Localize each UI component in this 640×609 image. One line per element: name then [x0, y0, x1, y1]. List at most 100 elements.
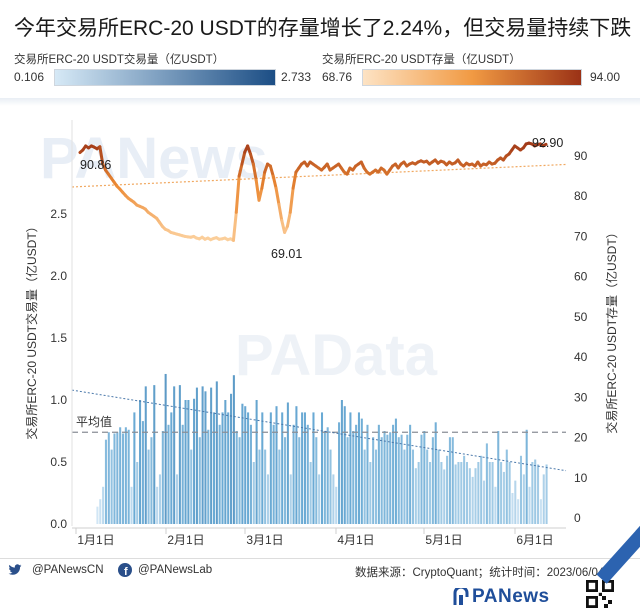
volume-bar [542, 474, 545, 524]
watermark-panews: PANews [40, 126, 268, 191]
volume-bar [360, 418, 363, 524]
volume-bar [116, 432, 119, 524]
volume-bar [258, 449, 261, 524]
volume-bar [545, 464, 548, 524]
volume-bar [221, 412, 224, 524]
volume-bar [522, 474, 525, 524]
volume-bar [289, 474, 292, 524]
footer-divider [0, 558, 640, 559]
volume-bar [184, 400, 187, 524]
volume-legend-min: 0.106 [14, 70, 45, 84]
reserve-line-segment [277, 202, 284, 222]
volume-bar [494, 486, 497, 524]
volume-bar [500, 462, 503, 524]
volume-bar [528, 486, 531, 524]
x-tick-label: 2月1日 [167, 533, 204, 547]
volume-bar [380, 437, 383, 524]
volume-bar [281, 412, 284, 524]
volume-bar [443, 469, 446, 524]
volume-bar [141, 421, 144, 524]
volume-bar [349, 412, 352, 524]
volume-bar [403, 449, 406, 524]
volume-bar [392, 424, 395, 524]
twitter-handle[interactable]: @PANewsCN [32, 564, 104, 576]
volume-bar [232, 375, 235, 524]
volume-bar [471, 476, 474, 524]
chart-title: 今年交易所ERC-20 USDT的存量增长了2.24%，但交易量持续下跌 [14, 17, 632, 40]
volume-bar [511, 493, 514, 524]
volume-color-legend [54, 69, 276, 86]
volume-bar [130, 486, 133, 524]
volume-bar [374, 449, 378, 524]
y2-tick-label: 0 [574, 511, 581, 525]
volume-bar [389, 432, 392, 524]
volume-bar [133, 412, 136, 524]
y-tick-label: 2.0 [50, 269, 67, 283]
volume-bar [136, 462, 139, 524]
y-tick-label: 0.0 [50, 517, 67, 531]
reserve-line-segment [291, 170, 298, 190]
volume-bar [104, 439, 107, 524]
volume-bar [465, 462, 469, 524]
volume-bar [193, 398, 196, 524]
reserve-line-segment [257, 186, 264, 202]
y2-tick-label: 20 [574, 431, 588, 445]
volume-bar [156, 486, 159, 524]
x-tick-label: 5月1日 [425, 533, 462, 547]
y-tick-label: 1.5 [50, 331, 67, 345]
volume-bar [121, 433, 125, 524]
volume-bar [355, 424, 358, 524]
reserve-line-segment [288, 186, 295, 214]
volume-bar [400, 434, 403, 524]
volume-bar [227, 412, 230, 524]
volume-bar [340, 400, 343, 524]
x-tick-label: 3月1日 [246, 533, 283, 547]
volume-bar [255, 400, 258, 524]
volume-bar [423, 431, 426, 524]
volume-legend-max: 2.733 [281, 70, 312, 84]
volume-bar [266, 474, 270, 524]
twitter-icon [8, 564, 22, 575]
volume-bar [502, 471, 505, 524]
volume-bar [306, 424, 309, 524]
volume-bar [483, 480, 486, 524]
annotation-start: 90.86 [80, 158, 111, 172]
volume-bar [323, 431, 326, 524]
volume-bar [102, 486, 105, 524]
facebook-handle[interactable]: @PANewsLab [138, 564, 213, 576]
volume-bar [434, 422, 437, 524]
volume-bar [394, 418, 397, 524]
volume-bar [363, 449, 366, 524]
volume-bar [406, 434, 409, 524]
reserve-line-segment [237, 162, 244, 178]
volume-bar [158, 474, 161, 524]
volume-bar [244, 406, 247, 524]
volume-bar [531, 462, 534, 524]
volume-bar [312, 412, 315, 524]
volume-bar [338, 422, 341, 524]
volume-bar [454, 464, 457, 524]
volume-bar [201, 386, 204, 524]
volume-bar [284, 437, 287, 524]
volume-bar [176, 474, 179, 524]
y2-tick-label: 60 [574, 270, 588, 284]
average-label: 平均值 [76, 414, 112, 429]
volume-bar [329, 449, 332, 524]
facebook-icon: f [118, 563, 132, 577]
volume-bar [210, 387, 213, 524]
volume-bar [446, 455, 449, 524]
volume-bar [204, 391, 207, 524]
y2-axis-title: 交易所ERC-20 USDT存量（亿USDT） [604, 226, 619, 433]
volume-bar [238, 437, 241, 524]
volume-bar [212, 412, 215, 524]
volume-bar [178, 385, 181, 524]
volume-bar [190, 449, 193, 524]
volume-bar [377, 424, 380, 524]
chart-area: PANews PAData 平均值 90.86 69.01 92.90 0.0 0.5 1.0 1… [24, 120, 619, 547]
volume-bar [318, 474, 321, 524]
data-source: 数据来源：CryptoQuant；统计时间：2023/06/04 [355, 567, 605, 579]
volume-bar [292, 424, 295, 524]
chart-top-band [0, 98, 640, 106]
y2-tick-label: 70 [574, 229, 588, 243]
volume-bar [477, 462, 480, 524]
